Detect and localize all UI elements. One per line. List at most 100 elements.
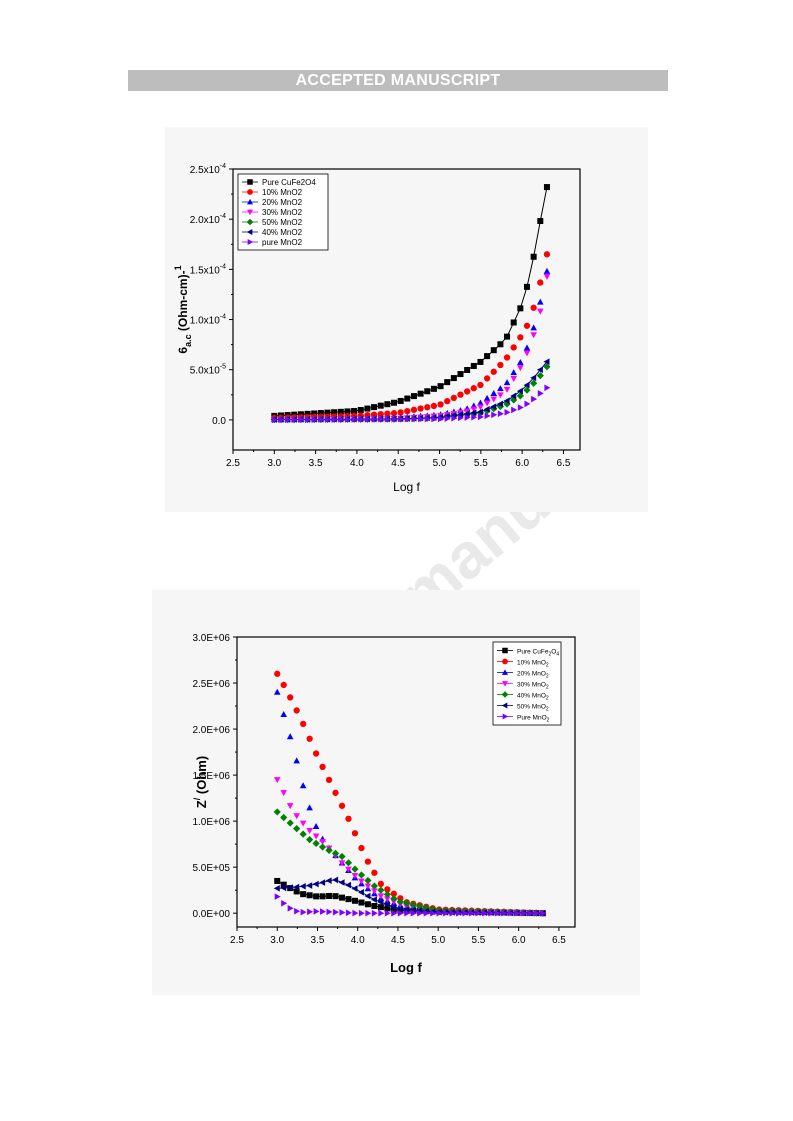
data-point bbox=[510, 392, 517, 400]
data-point bbox=[371, 909, 378, 917]
data-point bbox=[293, 824, 301, 833]
data-point bbox=[280, 813, 288, 822]
data-point bbox=[537, 308, 544, 315]
data-point bbox=[490, 405, 498, 413]
data-point bbox=[477, 381, 484, 389]
data-point bbox=[397, 409, 404, 416]
data-point bbox=[410, 406, 418, 413]
x-tick-label: 3.5 bbox=[309, 458, 323, 469]
data-point bbox=[404, 909, 411, 917]
legend-label: pure MnO2 bbox=[262, 238, 303, 247]
data-point bbox=[456, 909, 463, 917]
series-6 bbox=[271, 384, 551, 424]
data-point bbox=[305, 416, 312, 423]
data-point bbox=[299, 782, 307, 789]
data-point bbox=[417, 405, 424, 412]
data-point bbox=[273, 777, 281, 784]
data-point bbox=[280, 884, 287, 892]
data-point bbox=[523, 381, 530, 389]
data-point bbox=[287, 694, 294, 701]
data-point bbox=[507, 909, 514, 917]
y-axis-label: Z/ (Ohm) bbox=[192, 756, 209, 808]
data-point bbox=[490, 347, 497, 354]
legend: Pure CuFe2O4 10% MnO2 20% MnO2 30% MnO2 40% … bbox=[492, 641, 562, 726]
data-point bbox=[274, 670, 281, 677]
data-point bbox=[345, 896, 352, 903]
data-point bbox=[318, 843, 327, 851]
data-point bbox=[477, 358, 484, 365]
data-point bbox=[503, 386, 511, 393]
data-point bbox=[477, 413, 484, 421]
data-point bbox=[271, 416, 278, 424]
data-point bbox=[351, 872, 359, 879]
y-tick-label: 1.0x10-4 bbox=[190, 314, 226, 327]
legend-marker bbox=[247, 189, 253, 195]
x-axis-label: Log f bbox=[390, 960, 422, 975]
data-point bbox=[516, 392, 524, 400]
data-point bbox=[280, 881, 287, 888]
data-point bbox=[524, 400, 531, 408]
data-point bbox=[430, 402, 438, 410]
data-point bbox=[530, 374, 537, 382]
data-point bbox=[403, 904, 411, 911]
legend-label: Pure CuFe2O4 bbox=[517, 649, 559, 658]
data-point bbox=[345, 881, 352, 889]
data-point bbox=[477, 399, 484, 406]
data-point bbox=[484, 412, 491, 420]
data-point bbox=[531, 395, 538, 403]
data-point bbox=[422, 904, 430, 912]
data-point bbox=[530, 332, 537, 339]
data-point bbox=[312, 833, 320, 840]
y-tick-label: 0.0 bbox=[212, 416, 226, 427]
data-point bbox=[523, 344, 531, 351]
data-point bbox=[312, 839, 320, 847]
data-point bbox=[351, 885, 358, 892]
y-axis-label: 6a.c (Ohm-cm)-1 bbox=[173, 265, 193, 353]
data-point bbox=[345, 866, 352, 873]
data-point bbox=[520, 909, 527, 917]
data-point bbox=[537, 390, 544, 397]
y-tick-label: 2.0x10-4 bbox=[190, 213, 226, 226]
data-point bbox=[286, 819, 294, 827]
data-point bbox=[490, 368, 497, 375]
data-point bbox=[424, 404, 431, 411]
data-point bbox=[338, 416, 345, 423]
data-point bbox=[462, 909, 469, 917]
data-point bbox=[517, 305, 524, 312]
data-point bbox=[286, 733, 294, 740]
data-point bbox=[497, 361, 504, 369]
legend-marker bbox=[501, 702, 508, 709]
data-point bbox=[358, 899, 365, 906]
data-point bbox=[530, 304, 537, 311]
data-point bbox=[293, 883, 300, 891]
data-point bbox=[332, 789, 339, 796]
data-point bbox=[351, 408, 358, 415]
data-point bbox=[411, 415, 418, 423]
data-point bbox=[306, 827, 313, 834]
data-point bbox=[397, 397, 404, 404]
data-point bbox=[274, 893, 281, 900]
data-point bbox=[299, 830, 307, 838]
x-tick-label: 5.5 bbox=[471, 935, 485, 946]
data-point bbox=[345, 815, 352, 822]
legend-label: 40% MnO2 bbox=[262, 228, 303, 237]
data-point bbox=[326, 908, 333, 916]
data-point bbox=[318, 416, 325, 423]
data-point bbox=[470, 385, 477, 392]
data-point bbox=[294, 907, 301, 915]
data-point bbox=[510, 376, 518, 383]
x-tick-label: 5.5 bbox=[474, 458, 488, 469]
data-point bbox=[410, 909, 417, 917]
data-point bbox=[475, 909, 482, 917]
data-point bbox=[300, 908, 307, 916]
plot-frame bbox=[232, 168, 581, 451]
data-point bbox=[338, 852, 346, 861]
data-point bbox=[517, 365, 524, 372]
data-point bbox=[477, 404, 484, 411]
x-tick-label: 5.0 bbox=[433, 458, 447, 469]
data-point bbox=[404, 415, 411, 423]
data-point bbox=[457, 414, 464, 422]
data-point bbox=[470, 362, 477, 369]
